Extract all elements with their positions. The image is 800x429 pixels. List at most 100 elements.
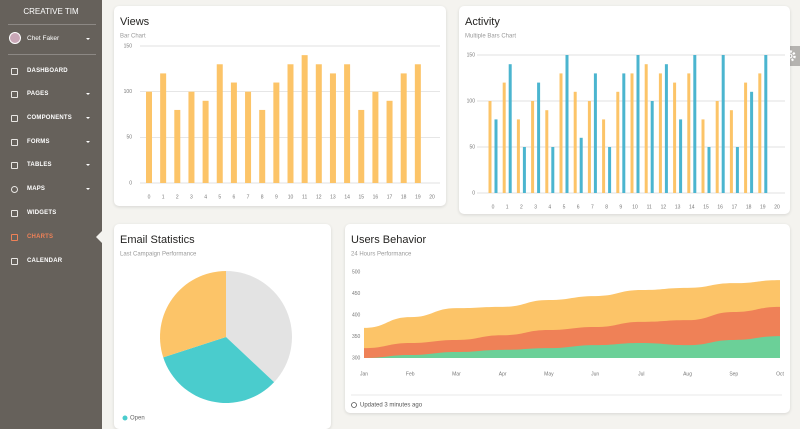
x-tick-label: 11 <box>647 204 652 210</box>
bar <box>230 82 237 183</box>
x-tick-label: 17 <box>732 204 738 210</box>
bar <box>301 55 308 184</box>
nav-label: TABLES <box>27 162 52 168</box>
icon <box>11 91 18 98</box>
bar <box>414 64 421 183</box>
y-tick-label: 350 <box>352 334 361 340</box>
x-tick-label: Aug <box>683 371 692 377</box>
bar <box>687 73 691 193</box>
nav-item[interactable]: MAPS <box>0 183 102 197</box>
nav-label: COMPONENTS <box>27 115 73 121</box>
y-tick-label: 400 <box>352 312 361 318</box>
bar <box>587 101 591 193</box>
x-tick-label: 20 <box>429 194 435 200</box>
bar <box>531 101 535 193</box>
divider <box>8 54 96 55</box>
icon <box>11 258 18 265</box>
x-tick-label: 10 <box>632 204 638 210</box>
nav-item[interactable]: WIDGETS <box>0 207 102 221</box>
nav-item[interactable]: FORMS <box>0 136 102 150</box>
x-tick-label: 4 <box>548 204 551 210</box>
x-tick-label: Oct <box>776 371 784 377</box>
x-tick-label: 5 <box>218 194 221 200</box>
bar <box>508 64 512 193</box>
x-tick-label: 6 <box>577 204 580 210</box>
nav-label: PAGES <box>27 91 49 97</box>
caret <box>86 117 90 119</box>
x-tick-label: 17 <box>387 194 393 200</box>
area <box>364 336 780 358</box>
bar <box>579 137 583 193</box>
bar <box>287 64 294 183</box>
nav-label: MAPS <box>27 186 46 192</box>
x-tick-label: Sep <box>729 371 738 377</box>
bar <box>616 91 620 193</box>
bar <box>522 147 526 193</box>
x-tick-label: 20 <box>774 204 780 210</box>
chart-card: Activity Multiple Bars Chart 0 50 100 150 0 1 2 3… <box>459 6 790 214</box>
bar <box>735 147 739 193</box>
caret <box>86 141 90 143</box>
brand: CREATIVE TIM <box>23 7 79 16</box>
bar <box>636 55 640 193</box>
y-tick-label: 50 <box>126 135 132 141</box>
bar <box>502 82 506 193</box>
nav-item[interactable]: PAGES <box>0 88 102 102</box>
y-tick-label: 100 <box>124 89 133 95</box>
bar <box>764 55 768 193</box>
icon <box>11 162 18 169</box>
x-tick-label: 0 <box>492 204 495 210</box>
chart-subtitle: Bar Chart <box>120 34 146 40</box>
bar <box>559 73 563 193</box>
caret <box>86 38 90 40</box>
divider <box>8 24 96 25</box>
bar <box>259 109 266 183</box>
pie-slice <box>226 271 292 383</box>
bar <box>400 73 407 183</box>
user[interactable]: Chet Faker <box>0 32 102 46</box>
chart: Users Behavior 24 Hours Performance 300 350… <box>351 234 784 409</box>
bar <box>693 55 697 193</box>
nav-item[interactable]: TABLES <box>0 159 102 173</box>
chart-subtitle: Multiple Bars Chart <box>465 34 516 40</box>
caret <box>86 164 90 166</box>
nav-item[interactable]: CALENDAR <box>0 255 102 269</box>
x-tick-label: 13 <box>330 194 336 200</box>
bar <box>622 73 626 193</box>
history-icon <box>351 402 357 408</box>
bar <box>701 119 705 193</box>
chart-title: Email Statistics <box>120 234 195 246</box>
icon <box>11 68 18 75</box>
bar <box>202 100 209 183</box>
nav-item[interactable]: COMPONENTS <box>0 112 102 126</box>
x-tick-label: Jun <box>591 371 599 377</box>
bar <box>329 73 336 183</box>
y-tick-label: 300 <box>352 355 361 361</box>
bar <box>573 91 577 193</box>
bar <box>516 119 520 193</box>
x-tick-label: Jan <box>360 371 368 377</box>
bar <box>630 73 634 193</box>
y-tick-label: 0 <box>472 190 475 196</box>
nav-item-active[interactable]: CHARTS <box>0 231 102 245</box>
x-tick-label: 1 <box>162 194 165 200</box>
chart-footer: Updated 3 minutes ago <box>360 403 423 409</box>
icon <box>11 234 18 241</box>
x-tick-label: Mar <box>452 371 461 377</box>
icon <box>11 210 18 217</box>
bar <box>160 73 167 183</box>
y-tick-label: 450 <box>352 291 361 297</box>
y-tick-label: 50 <box>469 144 475 150</box>
chart-card: Views Bar Chart 0 50 100 150 0 1 2 3 4 5 6 7 8 9 10 11 12 1… <box>114 6 446 206</box>
chart-subtitle: Last Campaign Performance <box>120 252 197 258</box>
bar <box>744 82 748 193</box>
x-tick-label: 7 <box>591 204 594 210</box>
x-tick-label: 18 <box>746 204 752 210</box>
nav-item[interactable]: DASHBOARD <box>0 65 102 79</box>
bar <box>593 73 597 193</box>
bar <box>664 64 668 193</box>
bar <box>188 91 195 183</box>
